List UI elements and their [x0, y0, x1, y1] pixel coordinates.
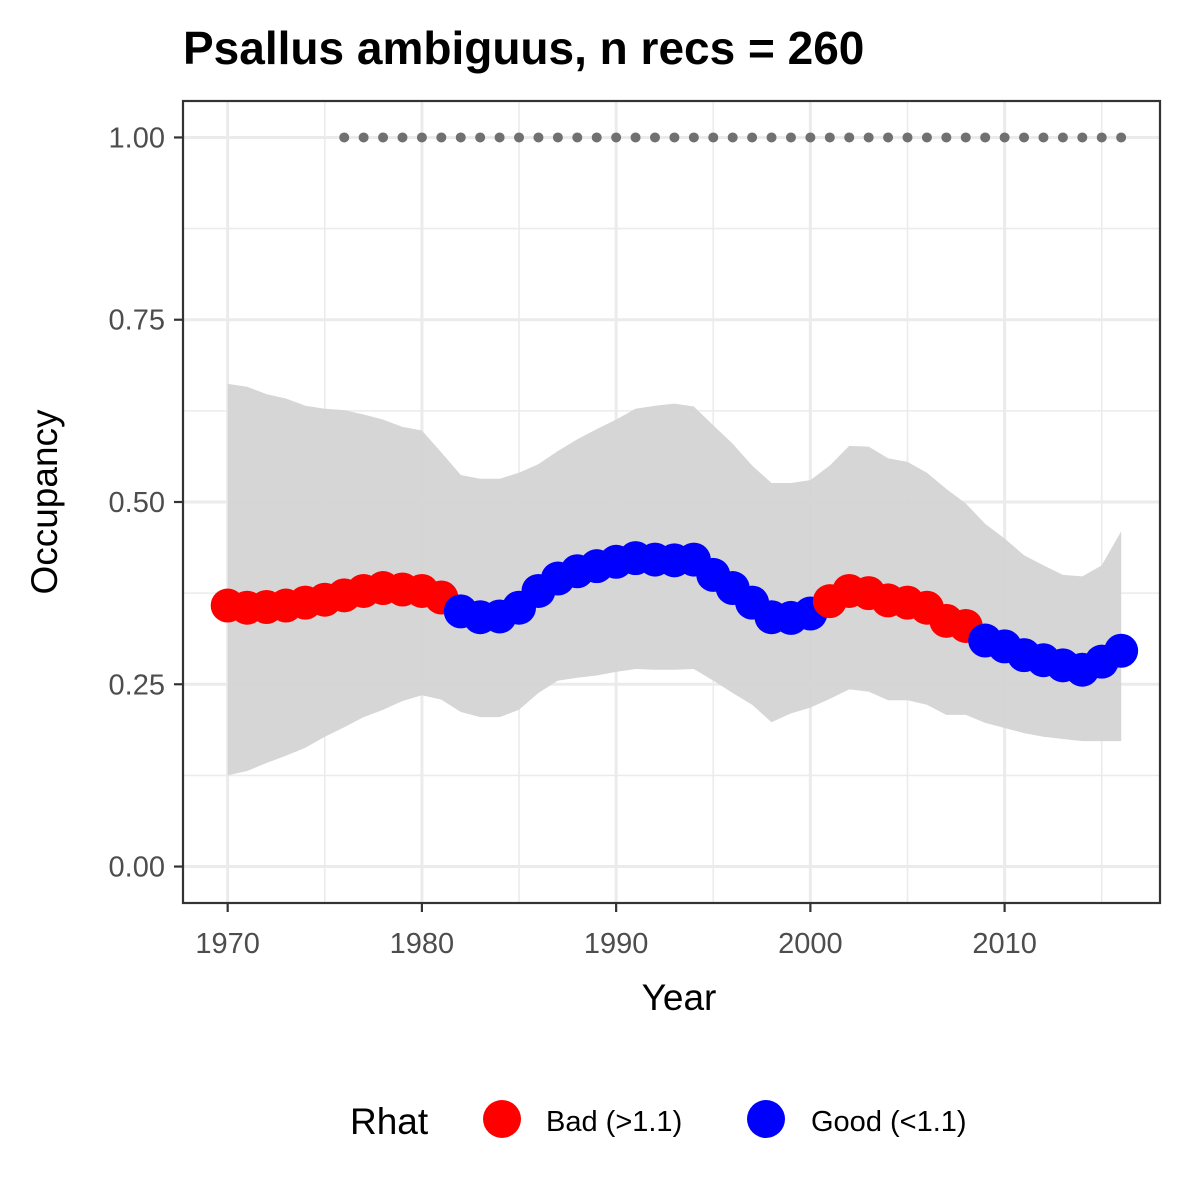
- record-year-dot: [1077, 132, 1088, 143]
- record-year-dot: [1116, 132, 1127, 143]
- record-year-dot: [533, 132, 544, 143]
- y-tick-label: 1.00: [109, 122, 165, 154]
- record-year-dot: [475, 132, 486, 143]
- record-year-dot: [378, 132, 389, 143]
- record-year-dot: [494, 132, 505, 143]
- record-year-dot: [960, 132, 971, 143]
- record-year-dot: [902, 132, 913, 143]
- chart-title: Psallus ambiguus, n recs = 260: [183, 22, 864, 74]
- record-year-dot: [552, 132, 563, 143]
- record-year-dot: [630, 132, 641, 143]
- record-year-dot: [708, 132, 719, 143]
- record-year-dot: [785, 132, 796, 143]
- record-year-dot: [611, 132, 622, 143]
- record-year-dot: [436, 132, 447, 143]
- record-year-dot: [980, 132, 991, 143]
- record-year-dot: [649, 132, 660, 143]
- record-year-dot: [397, 132, 408, 143]
- legend-label-bad: Bad (>1.1): [546, 1106, 682, 1138]
- legend-title: Rhat: [350, 1101, 429, 1142]
- record-year-dot: [688, 132, 699, 143]
- x-tick-label: 1990: [584, 928, 649, 960]
- record-year-dot: [766, 132, 777, 143]
- record-year-dot: [339, 132, 350, 143]
- record-year-dot: [999, 132, 1010, 143]
- x-tick-label: 2010: [972, 928, 1037, 960]
- record-year-dot: [727, 132, 738, 143]
- x-tick-label: 1980: [390, 928, 455, 960]
- x-tick-label: 2000: [778, 928, 843, 960]
- record-year-dot: [863, 132, 874, 143]
- record-year-dot: [358, 132, 369, 143]
- record-year-dot: [824, 132, 835, 143]
- record-year-dot: [455, 132, 466, 143]
- record-year-dot: [1057, 132, 1068, 143]
- record-year-dot: [514, 132, 525, 143]
- credible-interval-ribbon: [227, 383, 1122, 776]
- record-year-dot: [747, 132, 758, 143]
- x-tick-label: 1970: [195, 928, 260, 960]
- record-year-dot: [941, 132, 952, 143]
- record-year-dot: [805, 132, 816, 143]
- record-year-dot: [416, 132, 427, 143]
- record-year-dot: [844, 132, 855, 143]
- occupancy-point: [1104, 633, 1139, 668]
- y-tick-label: 0.50: [109, 487, 165, 519]
- legend-key-bad: [483, 1100, 521, 1138]
- record-year-dot: [1096, 132, 1107, 143]
- record-year-dot: [1019, 132, 1030, 143]
- x-axis-title: Year: [642, 977, 717, 1018]
- record-year-dot: [572, 132, 583, 143]
- record-year-dot: [591, 132, 602, 143]
- y-tick-label: 0.25: [109, 669, 165, 701]
- legend-label-good: Good (<1.1): [811, 1106, 967, 1138]
- record-year-dot: [921, 132, 932, 143]
- record-year-dot: [669, 132, 680, 143]
- plot-area: 0.00 0.25 0.50 0.75 1.00 1970 1980 1990 2000 2010: [109, 99, 1162, 960]
- y-tick-label: 0.00: [109, 852, 165, 884]
- y-tick-label: 0.75: [109, 305, 165, 337]
- legend-key-good: [747, 1100, 785, 1138]
- legend: Rhat Bad (>1.1) Good (<1.1): [350, 1100, 967, 1142]
- record-year-dot: [1038, 132, 1049, 143]
- record-year-dot: [883, 132, 894, 143]
- y-axis-title: Occupancy: [24, 409, 65, 595]
